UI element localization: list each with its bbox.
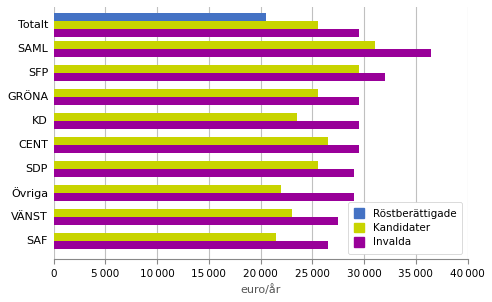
X-axis label: euro/år: euro/år bbox=[241, 284, 281, 295]
Bar bbox=[54, 137, 328, 145]
Bar bbox=[54, 209, 292, 217]
Bar bbox=[54, 161, 317, 169]
Bar bbox=[54, 217, 338, 225]
Bar bbox=[54, 89, 317, 97]
Bar bbox=[54, 169, 354, 177]
Bar bbox=[54, 65, 359, 73]
Bar bbox=[54, 233, 276, 241]
Bar bbox=[54, 145, 359, 153]
Bar bbox=[54, 121, 359, 129]
Bar bbox=[54, 193, 354, 201]
Bar bbox=[54, 21, 317, 29]
Bar bbox=[54, 29, 359, 37]
Legend: Röstberättigade, Kandidater, Invalda: Röstberättigade, Kandidater, Invalda bbox=[347, 202, 462, 254]
Bar bbox=[54, 73, 385, 81]
Bar bbox=[54, 41, 374, 49]
Bar bbox=[54, 185, 281, 193]
Bar bbox=[54, 241, 328, 249]
Bar bbox=[54, 13, 266, 21]
Bar bbox=[54, 49, 431, 57]
Bar bbox=[54, 113, 297, 121]
Bar bbox=[54, 97, 359, 105]
